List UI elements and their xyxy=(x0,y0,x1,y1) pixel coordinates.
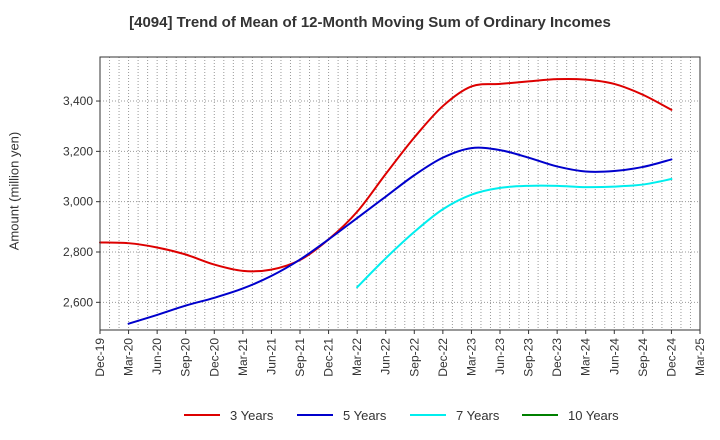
series-layer xyxy=(99,77,673,325)
x-tick-label: Mar-21 xyxy=(236,338,250,376)
y-tick-label: 3,400 xyxy=(63,94,93,108)
legend-label-10-years: 10 Years xyxy=(568,407,619,423)
grid-layer xyxy=(100,57,700,330)
x-tick-label: Mar-23 xyxy=(464,338,478,376)
series-line-7-years xyxy=(356,178,673,289)
x-tick-label: Sep-23 xyxy=(522,338,536,377)
legend-item-5-years: 5 Years xyxy=(297,405,386,425)
series-line-5-years xyxy=(127,146,673,325)
x-tick-label: Sep-24 xyxy=(636,338,650,377)
legend-label-5-years: 5 Years xyxy=(343,407,387,423)
x-tick-label: Dec-24 xyxy=(664,338,678,377)
y-tick-label: 3,000 xyxy=(63,195,93,209)
y-tick-label: 2,800 xyxy=(63,245,93,259)
x-tick-label: Mar-25 xyxy=(693,338,707,376)
series-line-3-years xyxy=(99,77,673,273)
x-tick-label: Dec-19 xyxy=(93,338,107,377)
y-tick-label: 3,200 xyxy=(63,144,93,158)
x-tick-label: Sep-21 xyxy=(293,338,307,377)
x-tick-label: Jun-22 xyxy=(379,338,393,375)
legend-label-7-years: 7 Years xyxy=(456,407,500,423)
x-tick-label: Dec-21 xyxy=(322,338,336,377)
legend-item-10-years: 10 Years xyxy=(522,405,619,425)
legend-item-3-years: 3 Years xyxy=(184,405,273,425)
plot-background xyxy=(100,57,700,330)
legend-swatch-3-years xyxy=(184,414,220,416)
x-tick-label: Dec-23 xyxy=(550,338,564,377)
legend-label-3-years: 3 Years xyxy=(230,407,274,423)
x-tick-label: Jun-23 xyxy=(493,338,507,375)
legend-item-7-years: 7 Years xyxy=(410,405,499,425)
x-tick-label: Dec-22 xyxy=(436,338,450,377)
x-tick-label: Dec-20 xyxy=(207,338,221,377)
x-tick-label: Jun-20 xyxy=(150,338,164,375)
x-tick-label: Sep-20 xyxy=(179,338,193,377)
x-tick-layer: Dec-19 Mar-20 Jun-20 Sep-20 Dec-20 Mar-21 Jun-… xyxy=(93,330,707,377)
legend-swatch-5-years xyxy=(297,414,333,416)
legend: 3 Years 5 Years 7 Years 10 Years xyxy=(0,405,720,425)
y-tick-label: 2,600 xyxy=(63,295,93,309)
x-tick-label: Jun-21 xyxy=(264,338,278,375)
plot-frame xyxy=(99,56,701,331)
x-tick-label: Mar-24 xyxy=(579,338,593,376)
y-tick-layer: 2,600 2,800 3,000 3,200 3,400 xyxy=(63,94,100,309)
x-tick-label: Sep-22 xyxy=(407,338,421,377)
legend-swatch-7-years xyxy=(410,414,446,416)
x-tick-label: Mar-22 xyxy=(350,338,364,376)
chart-title: [4094] Trend of Mean of 12-Month Moving … xyxy=(129,14,611,31)
x-tick-label: Jun-24 xyxy=(607,338,621,375)
x-tick-label: Mar-20 xyxy=(122,338,136,376)
legend-swatch-10-years xyxy=(522,414,558,416)
